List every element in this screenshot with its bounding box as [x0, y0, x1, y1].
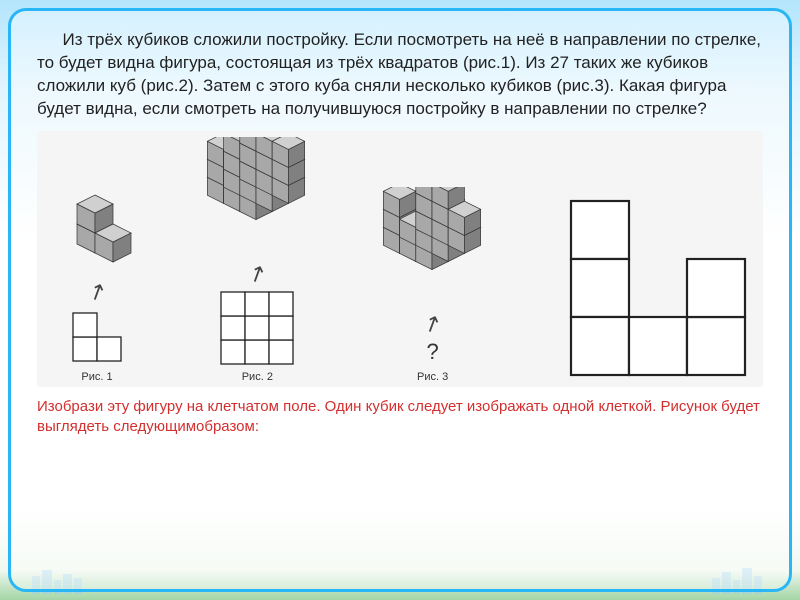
fig3-3d: [368, 187, 498, 307]
fig2-column: ↗ Рис. 2: [192, 137, 322, 383]
fig3-caption: Рис. 3: [417, 371, 448, 383]
answer-grid: [563, 193, 753, 383]
arrow-icon: ↗: [420, 310, 446, 338]
fig1-3d: [47, 185, 147, 275]
slide-frame: Из трёх кубиков сложили постройку. Если …: [8, 8, 792, 592]
fig3-question: ?: [427, 339, 439, 365]
problem-text: Из трёх кубиков сложили постройку. Если …: [37, 29, 763, 121]
fig2-caption: Рис. 2: [242, 371, 273, 383]
fig1-column: ↗ Рис. 1: [47, 185, 147, 383]
fig1-grid: [67, 307, 127, 367]
fig2-grid: [218, 289, 296, 367]
answer-text: Изобрази эту фигуру на клетчатом поле. О…: [37, 397, 763, 438]
fig1-caption: Рис. 1: [81, 371, 112, 383]
arrow-icon: ↗: [244, 260, 270, 288]
fig3-column: ↗ ? Рис. 3: [368, 187, 498, 383]
arrow-icon: ↗: [84, 278, 110, 306]
figures-row: ↗ Рис. 1 ↗ Рис. 2 ↗ ? Рис. 3: [37, 131, 763, 387]
answer-column: [563, 193, 753, 383]
fig2-3d: [192, 137, 322, 257]
